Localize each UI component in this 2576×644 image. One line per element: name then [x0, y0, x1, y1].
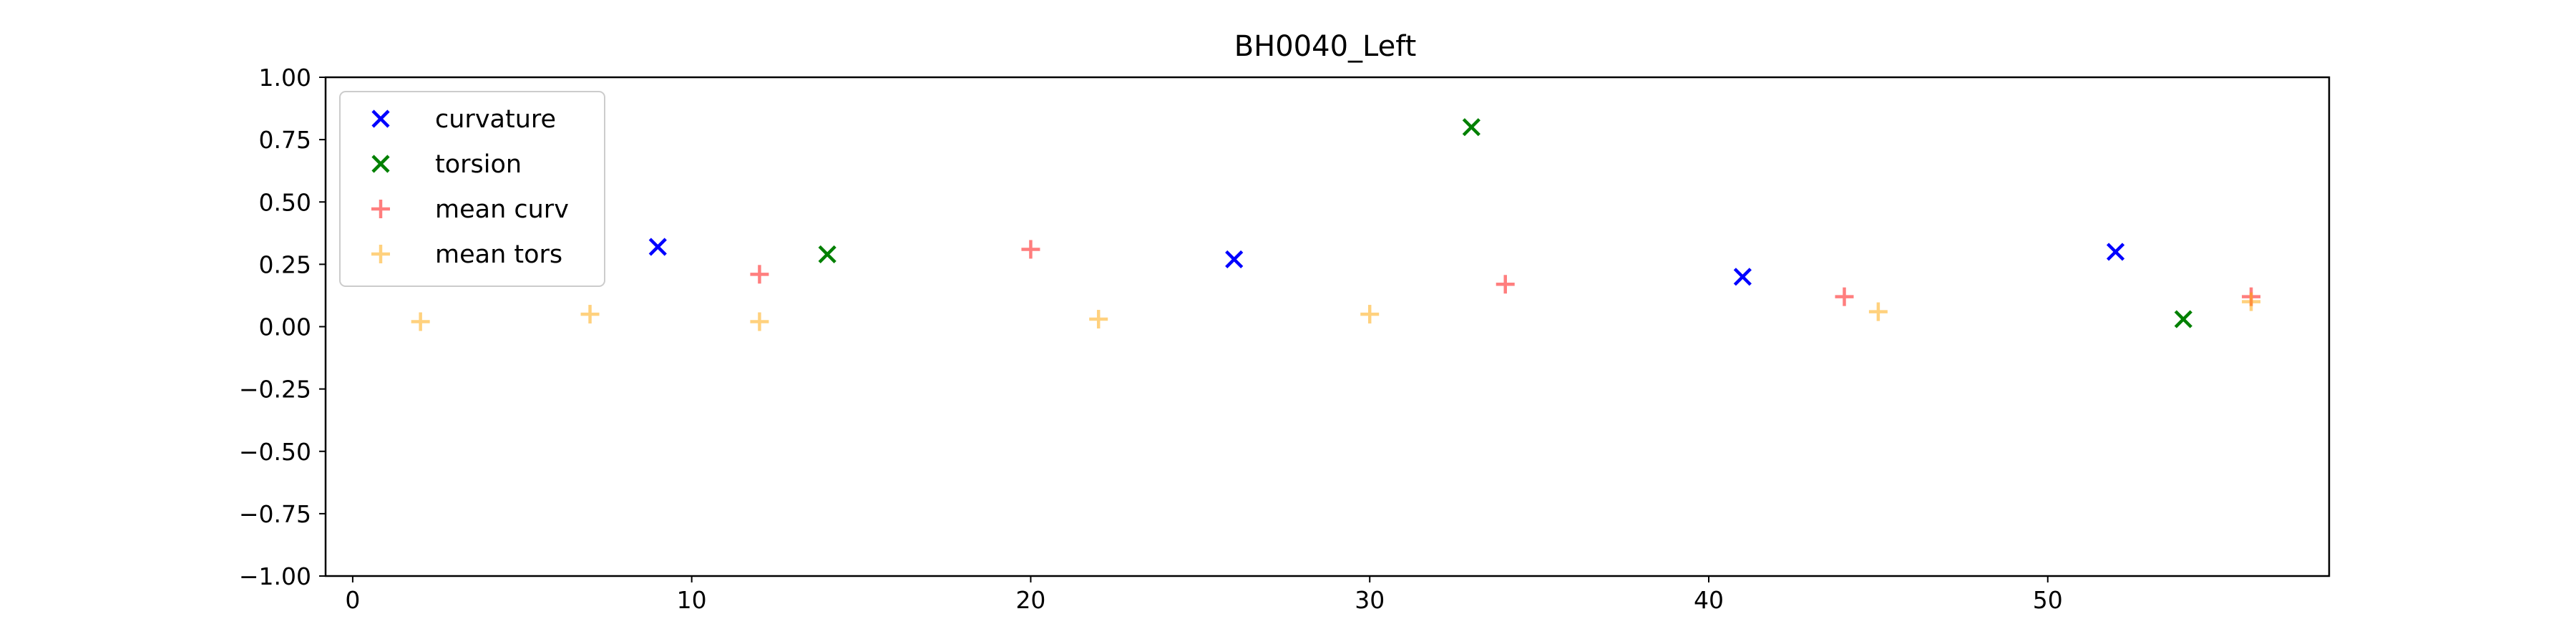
point-torsion: [818, 245, 836, 264]
legend-label: mean tors: [435, 240, 562, 269]
y-tick-label: 0.25: [259, 250, 311, 278]
x-tick-label: 0: [345, 586, 360, 614]
y-tick-label: 0.50: [259, 188, 311, 216]
point-mean-tors: [1089, 310, 1108, 329]
chart-title: BH0040_Left: [1234, 30, 1417, 63]
plot-area: [324, 76, 2331, 577]
x-tick-label: 40: [1694, 586, 1724, 614]
x-tick-label: 30: [1355, 586, 1385, 614]
point-torsion: [2174, 310, 2192, 328]
point-mean-curv: [1496, 275, 1515, 294]
point-curvature: [2106, 243, 2125, 261]
y-tick-label: 1.00: [259, 64, 311, 92]
point-mean-curv: [1021, 240, 1040, 259]
legend-marker: [371, 245, 390, 263]
x-axis: 0 10 20 30 40 50: [345, 576, 2063, 614]
legend-marker: [371, 200, 390, 218]
y-tick-label: −1.00: [239, 562, 311, 590]
legend: curvature torsion mean curv mean tors: [339, 91, 605, 287]
point-curvature: [1733, 268, 1752, 286]
y-tick-label: −0.50: [239, 438, 311, 466]
y-tick-label: 0.75: [259, 126, 311, 154]
data-points: [411, 118, 2261, 331]
y-axis: −1.00 −0.75 −0.50 −0.25 0.00 0.25 0.50 0.75 1.00: [239, 64, 326, 590]
point-torsion: [1462, 118, 1480, 137]
point-curvature: [648, 238, 667, 256]
point-mean-tors: [1868, 302, 1888, 321]
point-mean-tors: [580, 305, 600, 324]
point-mean-tors: [411, 312, 430, 331]
x-tick-label: 10: [677, 586, 707, 614]
point-mean-tors: [1360, 305, 1380, 324]
point-mean-curv: [750, 265, 769, 284]
point-mean-tors: [750, 312, 769, 331]
y-tick-label: −0.75: [239, 500, 311, 528]
point-mean-tors: [2242, 292, 2261, 311]
point-curvature: [1225, 250, 1244, 268]
legend-box: [339, 91, 605, 287]
legend-marker: [371, 155, 390, 173]
x-tick-label: 50: [2033, 586, 2063, 614]
y-tick-label: −0.25: [239, 376, 311, 404]
point-mean-curv: [1835, 287, 1854, 306]
x-tick-label: 20: [1015, 586, 1045, 614]
legend-label: curvature: [435, 105, 556, 134]
legend-label: mean curv: [435, 195, 569, 224]
legend-marker: [371, 109, 390, 128]
y-tick-label: 0.00: [259, 313, 311, 341]
legend-label: torsion: [435, 150, 522, 179]
